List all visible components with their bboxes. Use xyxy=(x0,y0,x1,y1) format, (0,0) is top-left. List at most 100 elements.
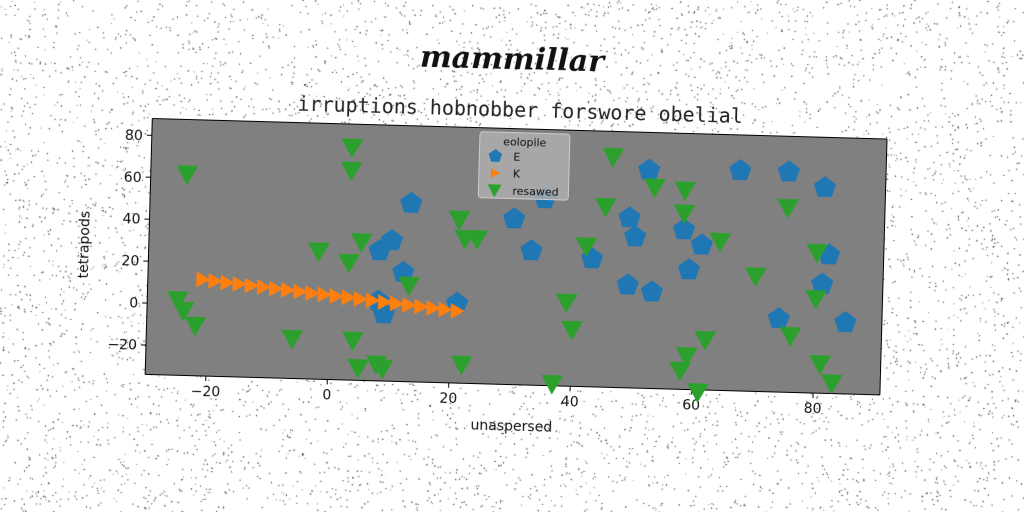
legend-label-e: E xyxy=(513,151,520,164)
y-tick-label: 40 xyxy=(122,211,140,227)
point-k xyxy=(244,277,259,294)
legend-label-resawed: resawed xyxy=(512,185,559,199)
point-resawed xyxy=(308,242,330,263)
top-spine xyxy=(152,118,888,140)
x-tick-label: −20 xyxy=(190,384,220,401)
point-resawed xyxy=(820,374,843,395)
point-k xyxy=(268,280,284,297)
y-axis-label: tetrapods xyxy=(76,211,94,279)
point-resawed xyxy=(371,359,394,380)
point-resawed xyxy=(172,301,195,322)
point-k xyxy=(414,298,429,315)
point-resawed xyxy=(709,232,732,253)
point-k xyxy=(341,289,356,306)
point-resawed xyxy=(340,161,363,182)
x-axis-line xyxy=(145,373,880,396)
point-resawed xyxy=(744,267,767,288)
point-resawed xyxy=(341,138,364,159)
point-e xyxy=(729,159,752,181)
legend-marker-e xyxy=(488,149,503,162)
point-resawed xyxy=(674,181,697,202)
point-resawed xyxy=(602,147,625,168)
y-tick-label: 20 xyxy=(121,253,139,269)
point-k xyxy=(450,303,465,319)
x-tick-label: 20 xyxy=(439,391,457,407)
legend-marker-k xyxy=(490,167,500,178)
chart-title: irruptions hobnobber forswore obelial xyxy=(297,92,743,128)
point-k xyxy=(293,283,308,300)
point-k xyxy=(208,272,223,289)
chart-container: irruptions hobnobber forswore obelial −20… xyxy=(65,80,915,473)
point-resawed xyxy=(342,331,364,352)
point-resawed xyxy=(466,230,489,250)
point-e xyxy=(616,273,639,295)
point-e xyxy=(777,160,801,182)
scatter-chart: irruptions hobnobber forswore obelial −20… xyxy=(76,92,888,436)
point-k xyxy=(256,279,272,295)
point-resawed xyxy=(687,383,709,403)
point-resawed xyxy=(675,347,698,367)
y-tick-label: 80 xyxy=(125,128,143,144)
right-spine xyxy=(879,139,888,395)
point-resawed xyxy=(350,233,373,253)
point-resawed xyxy=(669,361,692,382)
x-tick-label: 60 xyxy=(682,397,700,413)
point-e xyxy=(368,239,391,261)
point-resawed xyxy=(450,355,473,376)
point-resawed xyxy=(644,178,666,199)
point-resawed xyxy=(561,320,583,341)
point-resawed xyxy=(806,243,829,264)
point-resawed xyxy=(347,358,370,379)
point-k xyxy=(280,282,296,298)
point-e xyxy=(767,307,790,329)
point-resawed xyxy=(281,329,304,350)
point-k xyxy=(232,275,247,292)
point-e xyxy=(503,207,526,229)
plot-area xyxy=(145,118,888,395)
point-e xyxy=(640,280,663,302)
point-resawed xyxy=(805,289,827,310)
legend-box xyxy=(477,131,571,201)
point-k xyxy=(305,285,320,301)
point-resawed xyxy=(167,290,189,311)
point-k xyxy=(317,286,332,303)
y-tick-label: 60 xyxy=(124,169,142,185)
point-e xyxy=(677,258,701,280)
point-e xyxy=(673,218,696,240)
point-resawed xyxy=(575,237,598,258)
point-resawed xyxy=(448,210,471,231)
point-resawed xyxy=(777,198,799,219)
point-k xyxy=(402,297,417,313)
point-k xyxy=(353,291,368,307)
point-resawed xyxy=(541,374,564,395)
point-resawed xyxy=(673,204,696,225)
point-e xyxy=(813,176,837,198)
point-k xyxy=(329,288,344,304)
point-k xyxy=(365,292,381,309)
legend-marker-resawed xyxy=(487,184,502,198)
point-k xyxy=(438,301,453,318)
point-resawed xyxy=(398,276,421,297)
point-e xyxy=(400,191,423,213)
point-e xyxy=(618,206,641,228)
x-tick-label: 0 xyxy=(322,387,331,403)
point-e xyxy=(520,239,543,261)
legend-label-k: K xyxy=(513,168,521,181)
x-axis-label: unaspersed xyxy=(470,418,552,436)
y-axis-line xyxy=(144,118,153,375)
y-tick-label: 0 xyxy=(129,296,138,312)
point-e xyxy=(834,311,857,333)
point-resawed xyxy=(176,165,199,186)
point-k xyxy=(389,295,405,312)
x-tick-label: 80 xyxy=(803,401,821,417)
point-resawed xyxy=(779,326,802,347)
point-resawed xyxy=(555,293,578,314)
point-k xyxy=(220,274,235,291)
y-tick-label: −20 xyxy=(107,337,137,354)
point-k xyxy=(426,300,441,316)
point-k xyxy=(196,271,211,288)
point-e xyxy=(624,225,647,247)
point-resawed xyxy=(594,197,617,218)
point-k xyxy=(377,294,393,310)
x-tick-label: 40 xyxy=(561,394,579,410)
